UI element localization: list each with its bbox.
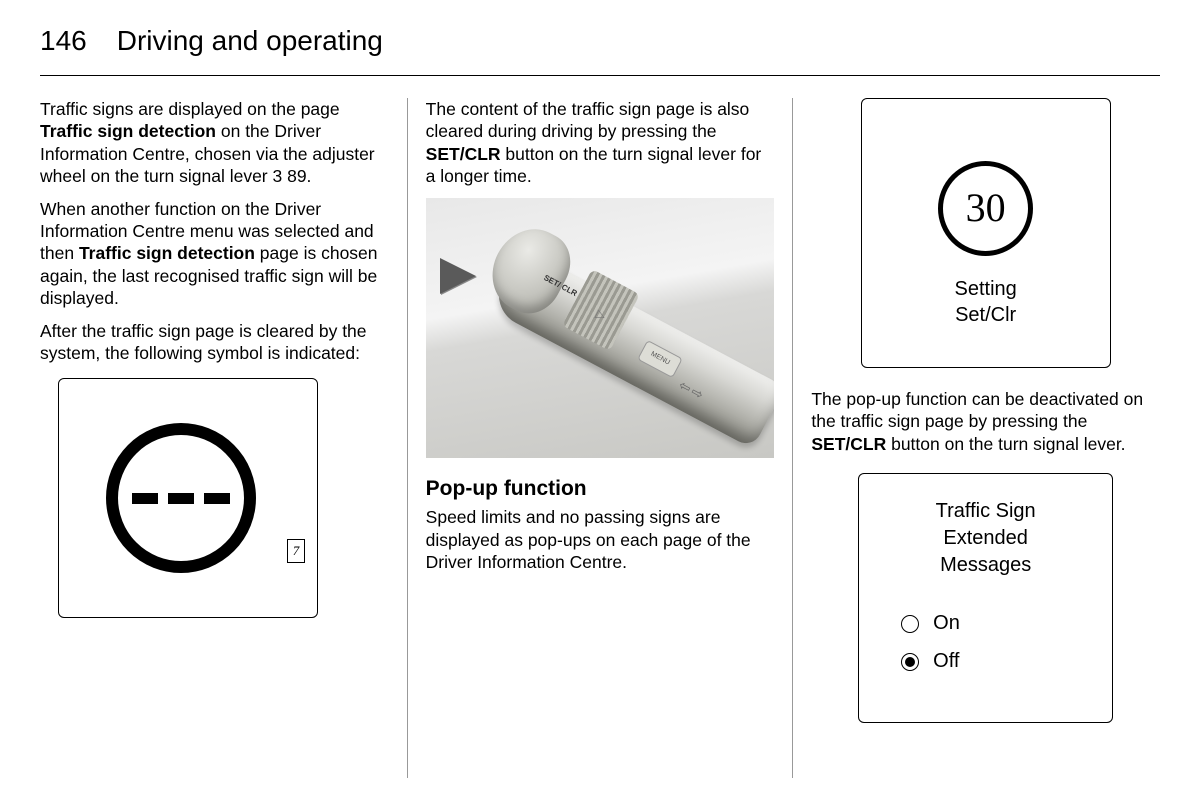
text: Extended: [943, 527, 1028, 549]
page-indicator-icon: 7: [287, 539, 305, 563]
column-2: The content of the traffic sign page is …: [408, 98, 794, 778]
text: The pop-up function can be deactivated o…: [811, 389, 1143, 431]
paragraph: Speed limits and no passing signs are di…: [426, 506, 775, 573]
radio-option-on[interactable]: On: [883, 611, 1088, 637]
subheading-popup: Pop-up function: [426, 476, 775, 503]
dash-icon: [204, 493, 230, 504]
radio-filled-icon: [901, 653, 919, 671]
reference-icon: 3: [273, 166, 283, 186]
display-label: Setting Set/Clr: [955, 276, 1017, 328]
option-label: On: [933, 611, 960, 637]
menu-title: Traffic Sign Extended Messages: [936, 498, 1036, 579]
text-bold: SET/CLR: [811, 434, 886, 454]
text: Traffic Sign: [936, 500, 1036, 522]
text: button on the turn signal lever.: [886, 434, 1125, 454]
text-bold: Traffic sign detection: [40, 121, 216, 141]
dash-icon: [132, 493, 158, 504]
turn-signal-lever-illustration: SET/ CLR ▷ MENU ⇦⇨: [426, 198, 775, 458]
paragraph: After the traffic sign page is cleared b…: [40, 320, 389, 365]
dash-circle-icon: [106, 423, 256, 573]
text: Set/Clr: [955, 304, 1016, 326]
paragraph: The content of the traffic sign page is …: [426, 98, 775, 188]
page-header: 146 Driving and operating: [40, 25, 1160, 76]
display-cleared-symbol: 7: [58, 378, 318, 618]
display-setting-setclr: 30 Setting Set/Clr: [861, 98, 1111, 368]
paragraph: When another function on the Driver Info…: [40, 198, 389, 310]
radio-option-off[interactable]: Off: [883, 649, 1088, 675]
text: Traffic signs are displayed on the page: [40, 99, 340, 119]
page-number: 146: [40, 25, 87, 57]
radio-icon: [901, 615, 919, 633]
column-3: 30 Setting Set/Clr The pop-up function c…: [793, 98, 1160, 778]
text: The content of the traffic sign page is …: [426, 99, 750, 141]
dash-icon: [168, 493, 194, 504]
speed-limit-icon: 30: [938, 161, 1033, 256]
column-1: Traffic signs are displayed on the page …: [40, 98, 408, 778]
text: 89.: [282, 166, 311, 186]
chapter-title: Driving and operating: [117, 25, 383, 57]
option-label: Off: [933, 649, 959, 675]
content-columns: Traffic signs are displayed on the page …: [40, 98, 1160, 778]
paragraph: The pop-up function can be deactivated o…: [811, 388, 1160, 455]
display-extended-messages: Traffic Sign Extended Messages On Off: [858, 473, 1113, 723]
arrow-icon: [440, 258, 476, 294]
text-bold: Traffic sign detection: [79, 243, 255, 263]
text: Setting: [955, 278, 1017, 300]
text: Messages: [940, 554, 1031, 576]
text-bold: SET/CLR: [426, 144, 501, 164]
paragraph: Traffic signs are displayed on the page …: [40, 98, 389, 188]
